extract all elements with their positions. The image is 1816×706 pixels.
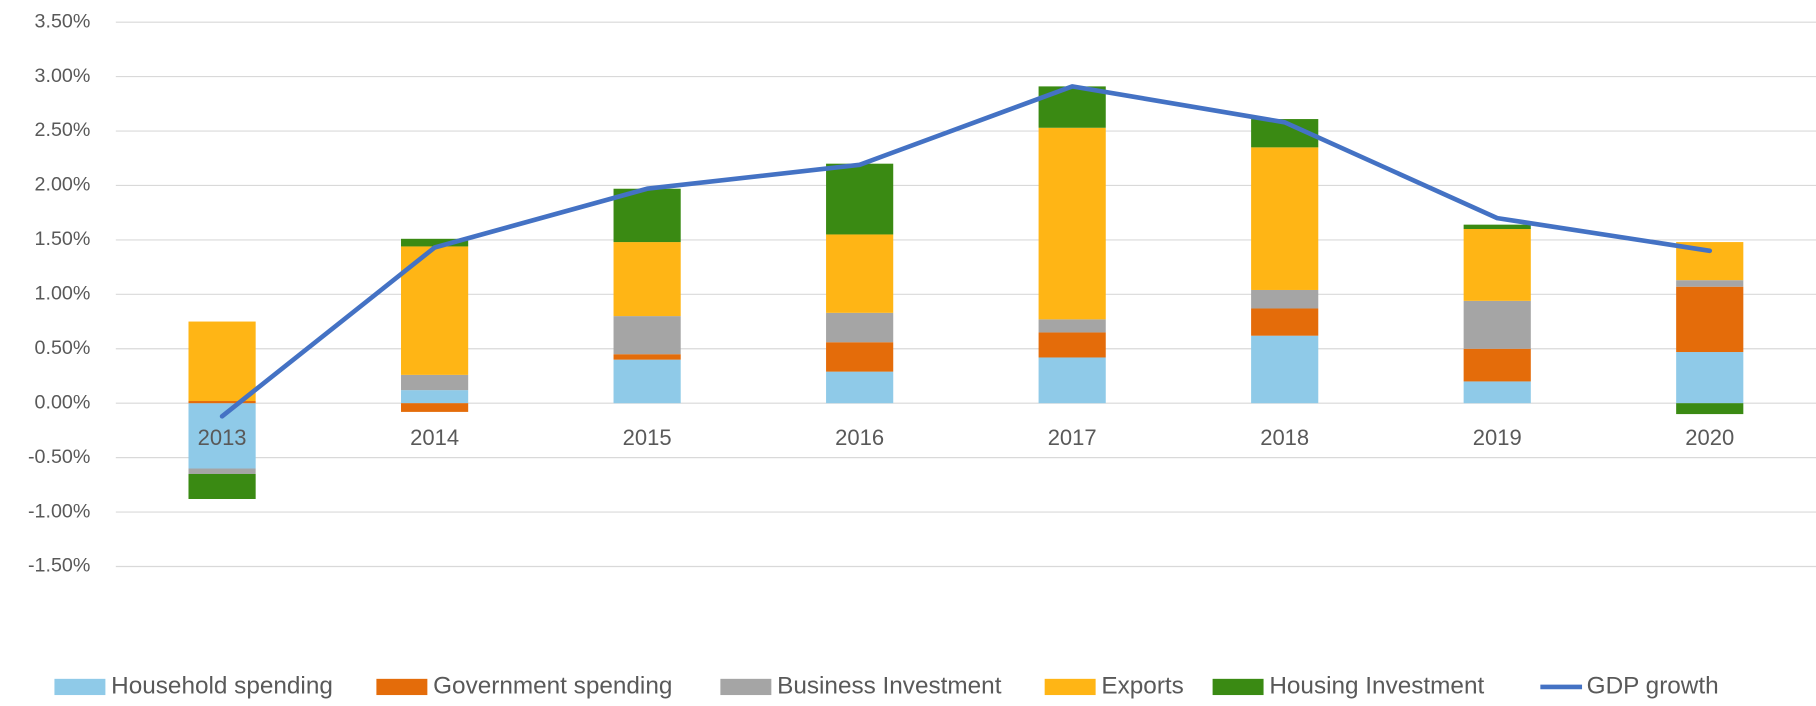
y-tick-label: 1.50% — [35, 228, 91, 250]
bar-segment — [613, 316, 681, 355]
legend-swatch — [54, 678, 106, 696]
bar-segment — [1463, 229, 1531, 301]
x-tick-label: 2015 — [623, 425, 672, 450]
bar-segment — [1251, 335, 1319, 404]
line-series — [219, 84, 1713, 419]
legend-swatch — [720, 678, 772, 696]
x-tick-label: 2019 — [1473, 425, 1522, 450]
x-tick-label: 2020 — [1685, 425, 1734, 450]
bar-segment — [401, 238, 469, 247]
bar-segment — [188, 321, 256, 402]
bar-segment — [613, 359, 681, 404]
bar-segment — [826, 342, 894, 372]
bar-segment — [826, 312, 894, 343]
bar-segment — [1251, 147, 1319, 290]
bar-segment — [188, 401, 256, 404]
y-tick-label: 2.00% — [35, 174, 91, 196]
bar-segment — [188, 468, 256, 474]
x-tick-label: 2018 — [1260, 425, 1309, 450]
legend-label: Exports — [1101, 672, 1183, 699]
bar-segment — [1463, 300, 1531, 349]
bar-segment — [1676, 286, 1744, 353]
bar-segment — [1038, 127, 1106, 320]
bar-segment — [401, 374, 469, 391]
y-tick-label: 0.00% — [35, 391, 91, 413]
bar-segment — [1676, 403, 1744, 415]
bar-segment — [1038, 332, 1106, 358]
legend-label: Housing Investment — [1269, 672, 1484, 699]
legend-label: GDP growth — [1587, 672, 1719, 699]
bar-segment — [401, 390, 469, 404]
bar-segment — [613, 354, 681, 360]
legend-label: Household spending — [111, 672, 333, 699]
y-tick-label: 0.50% — [35, 337, 91, 359]
bar-segment — [1676, 352, 1744, 404]
legend-swatch — [1212, 678, 1264, 696]
bar-segment — [1251, 289, 1319, 309]
bar-segment — [1251, 308, 1319, 336]
bar-segment — [1463, 348, 1531, 382]
bar-segment — [1676, 280, 1744, 287]
legend-swatch — [1044, 678, 1096, 696]
bar-segment — [1463, 224, 1531, 230]
bar-segment — [826, 234, 894, 313]
bar-segment — [1463, 381, 1531, 404]
x-tick-label: 2016 — [835, 425, 884, 450]
legend-swatch — [376, 678, 428, 696]
legend-label: Business Investment — [777, 672, 1002, 699]
x-tick-label: 2013 — [198, 425, 247, 450]
bar-segment — [826, 163, 894, 235]
y-tick-label: -0.50% — [28, 446, 90, 468]
bar-segment — [826, 371, 894, 404]
y-tick-label: 1.00% — [35, 283, 91, 305]
bar-segment — [1038, 319, 1106, 333]
bar-segment — [1038, 357, 1106, 404]
x-tick-label: 2014 — [410, 425, 459, 450]
y-tick-label: -1.00% — [28, 500, 90, 522]
x-tick-label: 2017 — [1048, 425, 1097, 450]
bar-segment — [613, 188, 681, 243]
bar-segment — [188, 473, 256, 499]
y-tick-label: 3.00% — [35, 65, 91, 87]
y-tick-label: -1.50% — [28, 555, 90, 577]
legend-label: Government spending — [433, 672, 672, 699]
bar-segment — [613, 242, 681, 317]
bar-segment — [401, 403, 469, 412]
y-tick-label: 2.50% — [35, 119, 91, 141]
y-tick-label: 3.50% — [35, 10, 91, 32]
